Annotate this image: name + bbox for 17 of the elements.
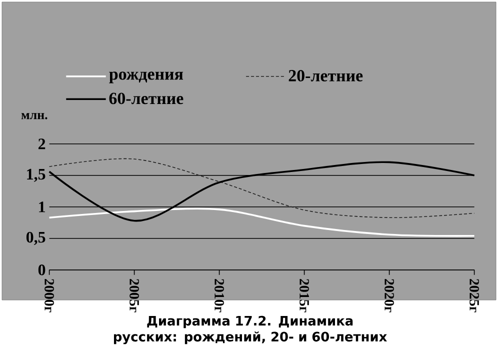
x-tick-label: 2010г (214, 279, 224, 312)
y-tick-label: 1 (39, 202, 45, 212)
legend-label: 60-летние (109, 92, 184, 104)
y-tick-label: 2 (38, 138, 46, 150)
x-tick-label: 2000г (44, 279, 54, 312)
legend-label: 20-летние (288, 70, 363, 82)
x-tick-label: 2020г (384, 279, 394, 312)
line-series (48, 208, 476, 237)
legend-label: рождения (109, 72, 184, 84)
y-axis-title: млн. (21, 113, 48, 120)
x-tick-label: 2005г (130, 279, 140, 312)
y-tick-label: 0,5 (26, 232, 46, 245)
y-tick-label: 0 (38, 264, 46, 276)
x-tick-label: 2015г (300, 279, 310, 312)
y-tick-label: 1,5 (27, 168, 46, 182)
text: Диаграмма 17.2. Динамика русских: рождений, 20- и 60-летних (114, 316, 387, 344)
x-tick-label: 2025г (470, 279, 480, 312)
